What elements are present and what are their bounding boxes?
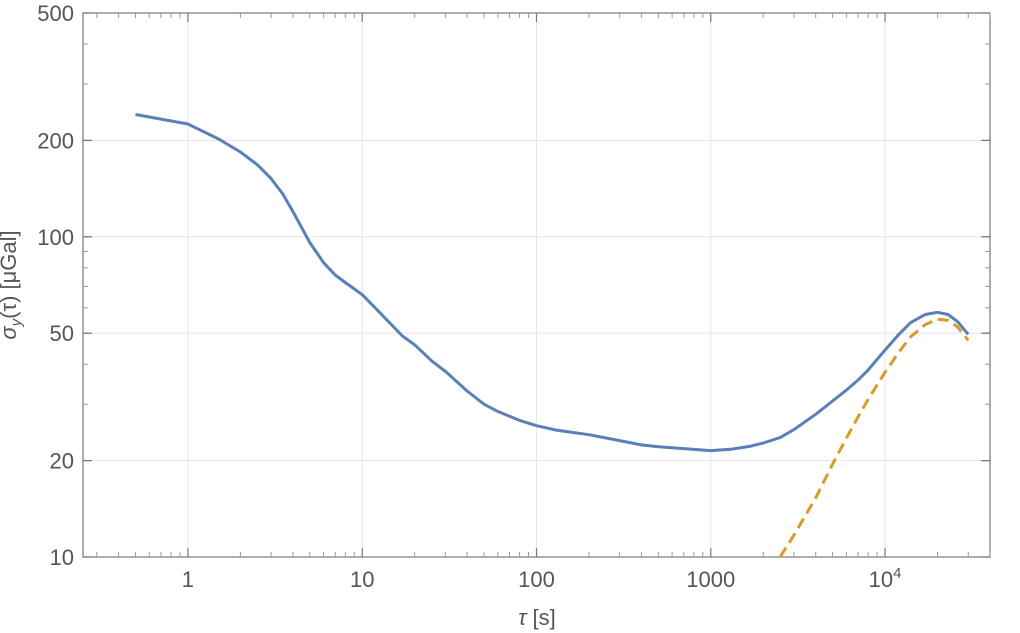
x-tick-label: 1: [182, 567, 194, 592]
x-tick-label-exponent: 4: [893, 565, 901, 582]
grid-layer: [83, 12, 990, 558]
x-axis-label: τ [s]: [518, 605, 555, 630]
x-axis-label-symbol: τ: [518, 605, 528, 630]
x-tick-label: 104: [869, 565, 902, 592]
y-tick-label: 10: [50, 545, 74, 570]
y-tick-labels: 10 20 50 100 200 500: [37, 1, 74, 570]
y-axis-label-unit: [μGal]: [0, 230, 21, 289]
series-line-dashed: [778, 317, 970, 558]
y-axis-label-argument: (τ): [0, 296, 21, 319]
y-axis-label: σy(τ) [μGal]: [0, 230, 25, 339]
y-tick-label: 20: [50, 449, 74, 474]
y-axis-label-subscript: y: [8, 317, 25, 327]
x-tick-label-base: 10: [350, 567, 374, 592]
x-tick-label-base: 100: [518, 567, 555, 592]
y-tick-label: 100: [37, 225, 74, 250]
x-tick-label: 10: [350, 567, 374, 592]
x-tick-label-base: 1: [182, 567, 194, 592]
x-axis-label-unit: [s]: [533, 605, 556, 630]
x-tick-label: 1000: [686, 567, 735, 592]
y-tick-label: 500: [37, 1, 74, 26]
y-tick-label: 200: [37, 128, 74, 153]
major-tick-layer: [83, 12, 990, 558]
x-tick-labels: 1 10 100 1000 104: [182, 565, 902, 592]
y-axis-label-symbol: σ: [0, 326, 21, 340]
y-tick-label: 50: [50, 321, 74, 346]
series-line-solid: [135, 113, 970, 453]
x-tick-label: 100: [518, 567, 555, 592]
x-tick-label-base: 1000: [686, 567, 735, 592]
series-layer: [135, 113, 970, 558]
x-tick-label-base: 10: [869, 567, 893, 592]
